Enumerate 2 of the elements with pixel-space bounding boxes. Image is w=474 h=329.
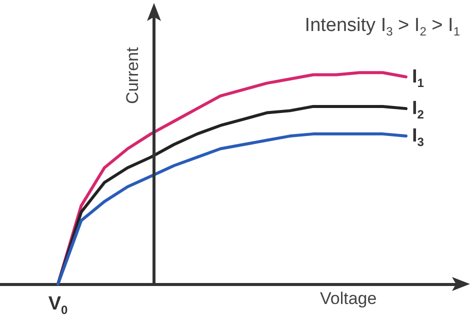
y-axis-title: Current: [123, 47, 142, 104]
x-axis-title: Voltage: [320, 289, 377, 308]
